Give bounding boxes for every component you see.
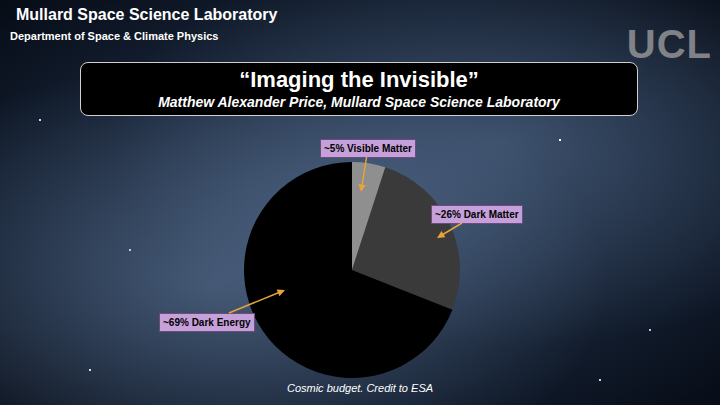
svg-text:~69% Dark Energy: ~69% Dark Energy [163,317,251,328]
html-text:Department of Space & Climate: Department of Space & Climate Physics [10,30,219,42]
svg-text:~26% Dark Matter: ~26% Dark Matter [435,209,519,220]
svg-text:~5% Visible Matter: ~5% Visible Matter [324,143,412,154]
html-text:UCL: UCL [626,22,712,66]
html-text:Matthew Alexander Price, Mulla: Matthew Alexander Price, Mullard Space S… [158,94,560,110]
html-text:“Imaging the Invisible”: “Imaging the Invisible” [239,67,479,92]
html-text:Mullard Space Science Laborato: Mullard Space Science Laboratory [16,6,278,23]
html-text:Cosmic budget. Credit to ESA: Cosmic budget. Credit to ESA [286,382,434,394]
